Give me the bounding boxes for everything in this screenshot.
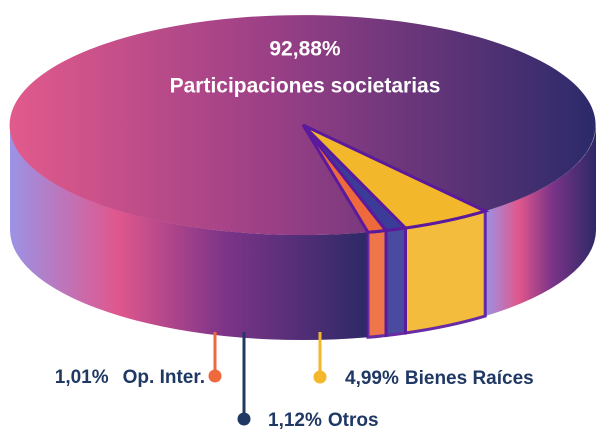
slice-side <box>366 228 388 339</box>
value-label: 92,88% <box>269 38 341 61</box>
leader-dot <box>237 412 251 426</box>
category-label: Op. Inter. <box>123 367 205 388</box>
slice-side <box>404 209 487 335</box>
leader-dot <box>313 370 327 384</box>
slice-label: 1,12% Otros <box>268 410 379 431</box>
category-label: Participaciones societarias <box>170 75 441 98</box>
value-label: 1,01% <box>55 367 109 388</box>
slice-side <box>9 125 368 341</box>
slice-side <box>384 226 407 338</box>
value-label: 1,12% <box>268 410 322 431</box>
value-label: 4,99% <box>345 368 399 389</box>
slice-label: 1,01% Op. Inter. <box>55 367 205 388</box>
slice <box>9 15 596 236</box>
slice <box>301 123 490 230</box>
slice-side <box>485 125 596 317</box>
category-label: Otros <box>328 410 379 431</box>
category-label: Bienes Raíces <box>405 368 534 389</box>
slice-label: 4,99% Bienes Raíces <box>345 368 534 389</box>
leader-dot <box>208 369 222 383</box>
